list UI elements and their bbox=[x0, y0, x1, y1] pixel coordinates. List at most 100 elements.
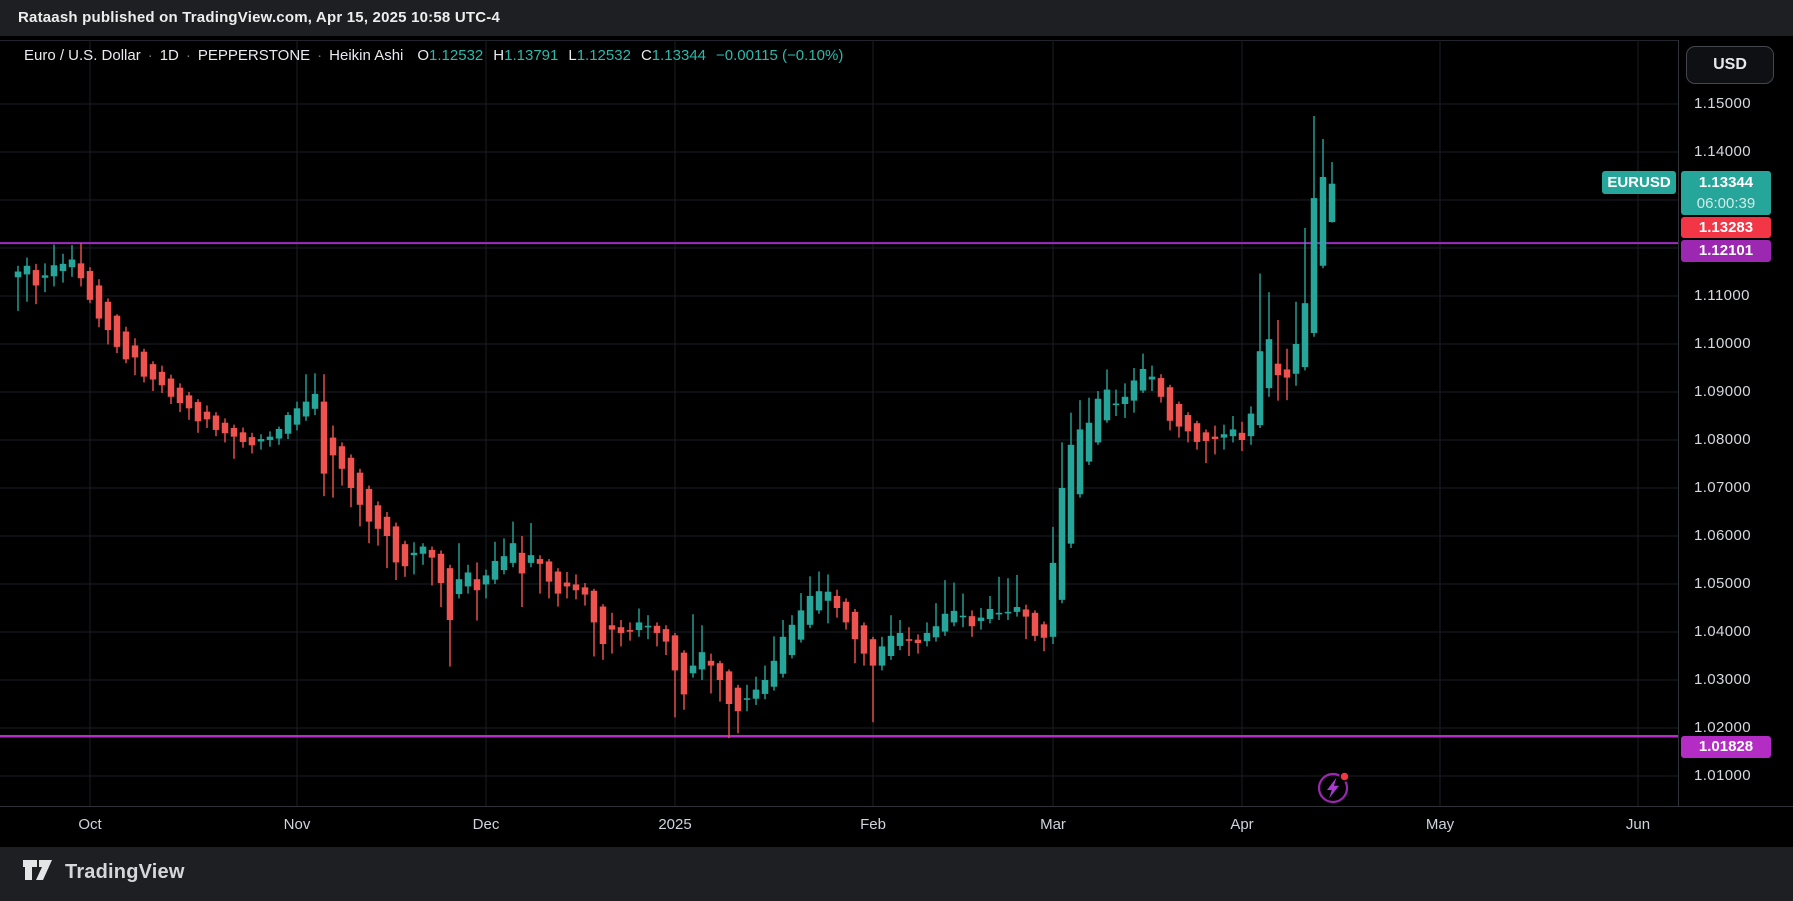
candle-body bbox=[176, 387, 184, 404]
legend-separator: · bbox=[185, 47, 191, 64]
candle-body bbox=[608, 625, 616, 630]
symbol-title[interactable]: Euro / U.S. Dollar bbox=[24, 47, 141, 64]
candle-body bbox=[239, 432, 247, 442]
candle-body bbox=[788, 624, 796, 656]
candle-body bbox=[392, 526, 400, 563]
candle-body bbox=[590, 590, 598, 623]
branding-bar: TradingView bbox=[0, 847, 1793, 901]
candle-body bbox=[1220, 434, 1228, 438]
candle-body bbox=[518, 552, 526, 574]
candle-body bbox=[1283, 369, 1291, 378]
candle-body bbox=[842, 601, 850, 623]
symbol-price-label: EURUSD bbox=[1602, 171, 1676, 194]
candle-body bbox=[1031, 612, 1039, 636]
price-tick-label: 1.04000 bbox=[1694, 623, 1752, 640]
candle-body bbox=[1157, 378, 1165, 397]
candle-body bbox=[536, 559, 544, 564]
candle-body bbox=[131, 345, 139, 358]
tradingview-logo-text: TradingView bbox=[65, 860, 185, 883]
candle-body bbox=[743, 698, 751, 700]
candle-body bbox=[824, 591, 832, 601]
open-label: O bbox=[417, 47, 430, 64]
candle-body bbox=[1238, 432, 1246, 440]
candle-body bbox=[833, 596, 841, 608]
candle-body bbox=[1058, 488, 1066, 600]
candle-body bbox=[1301, 303, 1309, 368]
currency-toggle-button[interactable]: USD bbox=[1686, 46, 1774, 84]
lightning-bolt-icon bbox=[1327, 777, 1339, 799]
candle-body bbox=[293, 408, 301, 425]
price-alert-lines[interactable] bbox=[0, 242, 1678, 738]
high-value: 1.13791 bbox=[504, 47, 559, 64]
candle-body bbox=[914, 639, 922, 644]
candle-body bbox=[644, 625, 652, 628]
high-label: H bbox=[493, 47, 505, 64]
interval-label[interactable]: 1D bbox=[159, 47, 179, 64]
gridlines bbox=[0, 40, 1678, 806]
candle-body bbox=[86, 271, 94, 300]
candle-body bbox=[311, 393, 319, 409]
candle-body bbox=[1013, 607, 1021, 612]
price-tick-label: 1.01000 bbox=[1694, 767, 1752, 784]
candle-body bbox=[1292, 344, 1300, 374]
price-scale[interactable]: 1.150001.140001.130001.120001.110001.100… bbox=[1678, 40, 1793, 806]
candle-body bbox=[635, 622, 643, 631]
candle-body bbox=[752, 689, 760, 699]
lightning-event-icon[interactable] bbox=[1317, 771, 1350, 804]
candle-body bbox=[41, 275, 49, 278]
time-tick-label: May bbox=[1425, 816, 1455, 833]
chart-window[interactable]: Euro / U.S. Dollar · 1D · PEPPERSTONE · Heikin… bbox=[0, 36, 1793, 848]
candle-body bbox=[806, 596, 814, 625]
time-axis[interactable]: Oct Nov Dec 2025 Feb Mar Apr May Jun bbox=[0, 806, 1793, 848]
last-price-badge: 1.13344 06:00:39 bbox=[1681, 171, 1771, 215]
tradingview-logo-link[interactable]: TradingView bbox=[22, 859, 185, 885]
price-tick-label: 1.09000 bbox=[1694, 383, 1752, 400]
candle-body bbox=[950, 610, 958, 623]
low-value: 1.12532 bbox=[576, 47, 631, 64]
candle-body bbox=[320, 401, 328, 474]
chart-style-label[interactable]: Heikin Ashi bbox=[329, 47, 404, 64]
candle-body bbox=[446, 568, 454, 620]
candle-body bbox=[356, 472, 364, 505]
candle-body bbox=[212, 415, 220, 430]
bar-countdown: 06:00:39 bbox=[1696, 195, 1756, 212]
open-value: 1.12532 bbox=[429, 47, 484, 64]
candle-body bbox=[626, 630, 634, 632]
publish-banner: Rataash published on TradingView.com, Ap… bbox=[0, 0, 1793, 36]
candle-body bbox=[554, 571, 562, 594]
candle-body bbox=[968, 616, 976, 627]
candle-body bbox=[815, 591, 823, 611]
price-tick-label: 1.03000 bbox=[1694, 671, 1752, 688]
candle-body bbox=[680, 652, 688, 695]
candle-body bbox=[1166, 387, 1174, 421]
candle-body bbox=[275, 428, 283, 439]
candle-body bbox=[1004, 611, 1012, 614]
candle-body bbox=[896, 632, 904, 646]
candle-body bbox=[14, 271, 22, 278]
legend-separator: · bbox=[317, 47, 323, 64]
upper-line-price-badge: 1.12101 bbox=[1681, 240, 1771, 262]
price-tick-label: 1.02000 bbox=[1694, 719, 1752, 736]
candle-body bbox=[149, 364, 157, 380]
candle-body bbox=[1265, 339, 1273, 389]
candle-body bbox=[1022, 609, 1030, 617]
candle-body bbox=[248, 437, 256, 446]
candle-body bbox=[1085, 422, 1093, 462]
candle-body bbox=[734, 687, 742, 712]
candle-body bbox=[851, 611, 859, 640]
exchange-label[interactable]: PEPPERSTONE bbox=[197, 47, 311, 64]
candle-body bbox=[797, 610, 805, 640]
ohlc-values: O1.12532 H1.13791 L1.12532 C1.13344 bbox=[417, 47, 706, 64]
candle-body bbox=[32, 270, 40, 286]
candle-body bbox=[869, 639, 877, 666]
candle-body bbox=[1148, 376, 1156, 380]
candle-body bbox=[203, 411, 211, 420]
candle-body bbox=[374, 505, 382, 529]
candle-body bbox=[1193, 423, 1201, 442]
symbol-legend[interactable]: Euro / U.S. Dollar · 1D · PEPPERSTONE · Heikin… bbox=[24, 47, 843, 64]
time-tick-label: Dec bbox=[472, 816, 500, 833]
candle-body bbox=[761, 680, 769, 694]
candle-body bbox=[77, 263, 85, 279]
candle-body bbox=[1256, 351, 1264, 426]
